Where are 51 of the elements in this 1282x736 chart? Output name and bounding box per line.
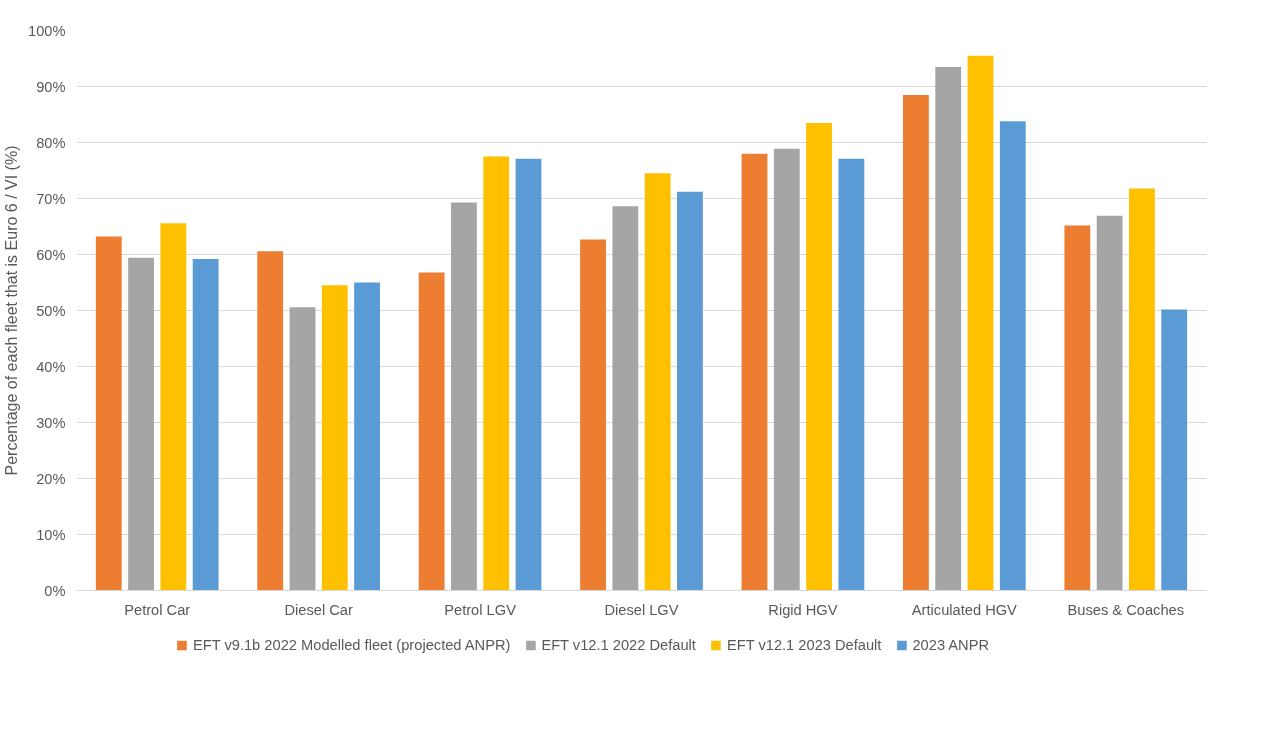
bar (999, 121, 1026, 591)
y-tick-label: 40% (36, 358, 66, 375)
bar (160, 223, 187, 591)
bar (806, 122, 832, 591)
y-tick-label: 20% (36, 470, 66, 487)
bar (321, 285, 348, 591)
legend-label: EFT v9.1b 2022 Modelled fleet (projected ANPR) (192, 637, 511, 653)
x-tick-label: Diesel LGV (604, 601, 679, 618)
bar (257, 251, 284, 591)
y-tick-label: 60% (36, 246, 66, 263)
legend-label: EFT v12.1 2023 Default (726, 637, 882, 653)
bar (1096, 215, 1123, 591)
bar (1161, 309, 1188, 591)
y-tick-label: 10% (36, 526, 66, 543)
bar (677, 191, 703, 591)
x-tick-label: Diesel Car (284, 601, 353, 618)
bar (451, 202, 477, 591)
legend-label: 2023 ANPR (912, 637, 990, 653)
x-tick-label: Rigid HGV (768, 601, 838, 618)
y-tick-label: 80% (36, 134, 66, 151)
bar (354, 282, 380, 591)
bar (903, 94, 929, 591)
bar (741, 153, 768, 591)
x-tick-label: Buses & Coaches (1067, 601, 1185, 618)
y-tick-label: 0% (44, 582, 66, 599)
bar (935, 66, 962, 591)
y-tick-label: 90% (36, 78, 66, 95)
bar (128, 257, 154, 591)
bar (483, 156, 510, 591)
bar (1129, 188, 1155, 591)
bar (515, 158, 542, 591)
bar (580, 239, 606, 591)
bar (773, 148, 800, 591)
bar (1064, 225, 1091, 591)
y-axis-title: Percentage of each fleet that is Euro 6 / VI (%) (3, 145, 21, 476)
bar (192, 258, 219, 591)
y-tick-label: 70% (36, 190, 66, 207)
bar (612, 206, 639, 591)
x-tick-label: Petrol LGV (444, 601, 517, 618)
legend-label: EFT v12.1 2022 Default (541, 637, 696, 653)
bar (289, 307, 316, 591)
bar (95, 236, 122, 591)
y-tick-label: 50% (36, 302, 66, 319)
bar (967, 55, 994, 591)
y-tick-label: 30% (36, 414, 66, 431)
x-tick-label: Petrol Car (124, 601, 191, 618)
x-tick-label: Articulated HGV (911, 601, 1018, 618)
bar (418, 272, 445, 591)
bar (838, 158, 865, 591)
bar (644, 173, 671, 591)
y-tick-label: 100% (28, 22, 66, 39)
